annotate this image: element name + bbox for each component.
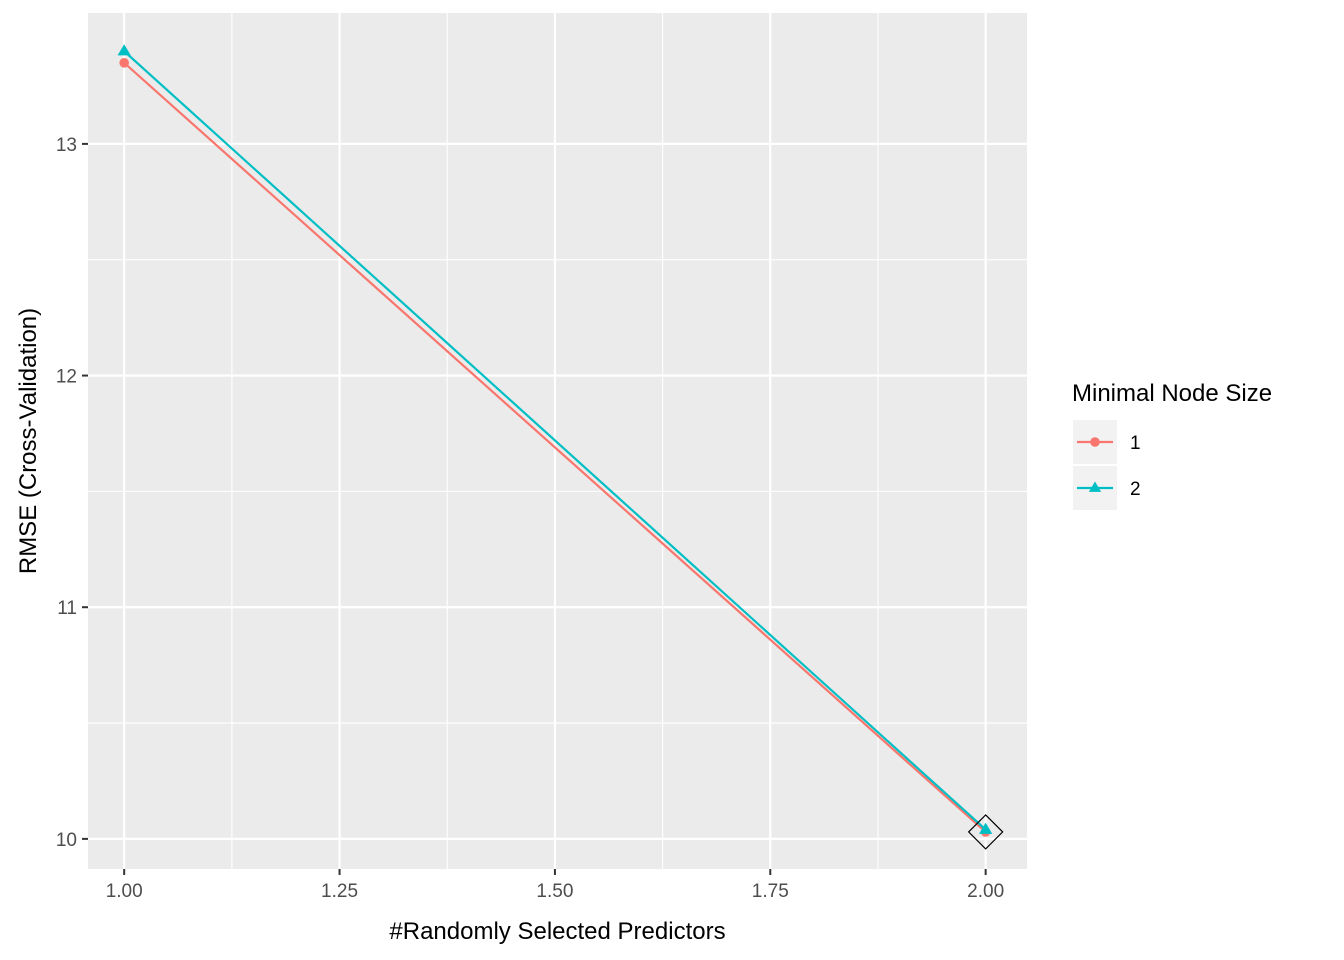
legend-label: 1 [1130,433,1141,454]
x-tick-label: 1.75 [752,881,789,902]
y-axis-ticks: 10 11 12 13 [56,135,88,851]
data-point-triangle [117,44,131,56]
x-tick-label: 1.25 [321,881,358,902]
series-line-2 [123,50,987,831]
data-point-circle [119,58,129,68]
x-tick-label: 1.50 [536,881,573,902]
best-point-diamond [967,814,1004,850]
data-point-circle [1090,437,1100,447]
y-tick-label: 13 [56,135,77,156]
legend-title: Minimal Node Size [1072,380,1272,407]
legend-item-2: 2 [1073,466,1141,510]
series-points [117,44,993,837]
y-axis-title: RMSE (Cross-Validation) [15,308,42,574]
x-axis-title: #Randomly Selected Predictors [389,918,725,945]
series-line-1 [123,61,987,833]
x-tick-label: 2.00 [967,881,1004,902]
x-axis-ticks: 1.00 1.25 1.50 1.75 2.00 [106,869,1004,902]
legend-item-1: 1 [1073,420,1141,464]
y-tick-label: 10 [56,830,77,851]
data-point-triangle [978,822,993,834]
best-point-highlight [967,814,1004,850]
y-tick-label: 11 [57,598,77,619]
data-point-triangle [1088,481,1102,492]
y-tick-label: 12 [56,367,77,388]
x-tick-label: 1.00 [106,881,143,902]
legend-label: 2 [1130,479,1141,500]
legend: Minimal Node Size 1 2 [1072,380,1272,510]
series-lines [123,50,987,833]
